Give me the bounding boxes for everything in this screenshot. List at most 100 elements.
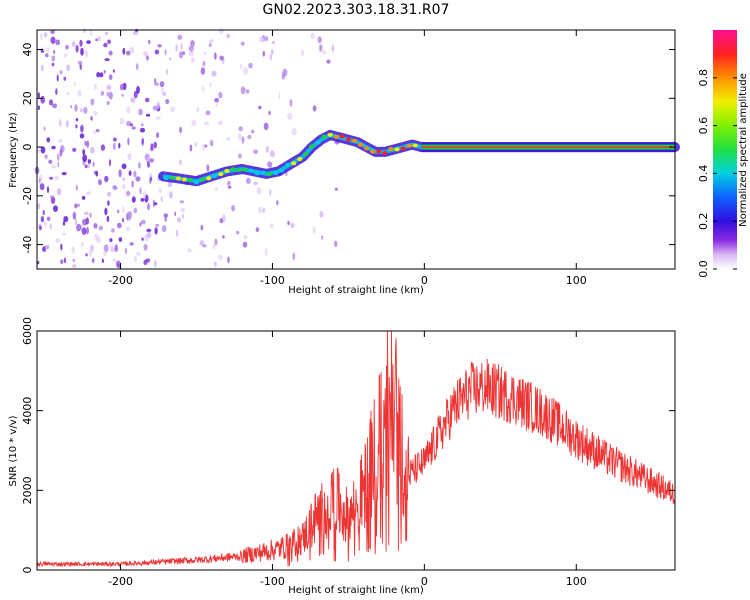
noise-speck [320, 44, 322, 52]
spectrogram-frame [36, 29, 676, 270]
noise-speck [212, 244, 216, 250]
noise-speck [46, 244, 50, 250]
colorbar-label: Normalized spectral amplitude [738, 73, 749, 227]
snr-x-label: Height of straight line (km) [288, 585, 424, 596]
noise-speck [111, 228, 115, 233]
noise-speck [289, 99, 293, 107]
noise-speck [290, 222, 295, 228]
noise-speck [126, 120, 132, 127]
ridge-blob [193, 180, 200, 185]
noise-speck [162, 91, 167, 97]
noise-speck [106, 191, 112, 197]
noise-speck [129, 46, 135, 54]
noise-speck [59, 119, 62, 127]
noise-speck [94, 233, 98, 241]
noise-speck [179, 159, 182, 165]
noise-speck [264, 248, 268, 257]
ridge-blob [175, 176, 181, 181]
noise-speck [180, 207, 186, 213]
ridge-blob [272, 171, 279, 176]
y-tick-label: 40 [21, 43, 34, 57]
noise-speck [248, 62, 253, 69]
noise-speck [125, 226, 131, 232]
figure-title: GN02.2023.303.18.31.R07 [263, 2, 450, 18]
ridge-blob [376, 149, 382, 154]
noise-speck [51, 55, 56, 62]
noise-speck [174, 211, 177, 216]
noise-speck [147, 161, 150, 168]
noise-speck [164, 49, 167, 56]
noise-speck [262, 50, 266, 57]
noise-speck [43, 32, 48, 38]
noise-speck [256, 187, 262, 195]
ridge-blob [181, 177, 187, 182]
noise-speck [88, 248, 93, 257]
noise-speck [168, 57, 172, 61]
noise-speck [215, 103, 218, 107]
noise-speck [81, 195, 86, 200]
noise-speck [131, 196, 136, 203]
noise-speck [93, 83, 98, 90]
noise-speck [238, 126, 243, 132]
x-tick-label: 100 [566, 274, 587, 287]
noise-speck [202, 85, 205, 93]
noise-speck [93, 110, 98, 116]
noise-speck [218, 120, 223, 126]
noise-speck [72, 264, 77, 268]
noise-speck [118, 142, 121, 149]
noise-speck [203, 121, 209, 126]
noise-speck [176, 217, 182, 223]
noise-speck [104, 175, 109, 183]
ridge-blob [333, 134, 339, 139]
noise-speck [245, 89, 250, 94]
y-tick-label: 0 [21, 144, 34, 151]
noise-speck [51, 145, 56, 150]
noise-speck [122, 177, 126, 182]
snr-marks [36, 330, 676, 568]
noise-speck [107, 39, 111, 45]
noise-speck [124, 247, 128, 255]
noise-speck [40, 216, 45, 223]
noise-speck [49, 195, 54, 199]
noise-speck [83, 106, 88, 114]
noise-speck [147, 202, 150, 211]
noise-speck [112, 258, 117, 263]
noise-speck [191, 120, 197, 126]
noise-speck [154, 202, 158, 206]
noise-speck [196, 107, 200, 112]
noise-speck [118, 169, 122, 178]
noise-speck [333, 240, 338, 248]
y-tick-label: 6000 [21, 317, 34, 345]
noise-speck [214, 98, 220, 103]
noise-speck [139, 222, 142, 227]
noise-speck [269, 54, 272, 61]
noise-speck [57, 161, 60, 168]
noise-speck [117, 209, 120, 214]
noise-speck [104, 207, 108, 216]
ridge-blob [279, 168, 285, 173]
noise-speck [98, 225, 103, 231]
noise-speck [121, 163, 127, 170]
noise-speck [149, 158, 154, 163]
noise-speck [71, 246, 75, 254]
ridge-blob [345, 137, 351, 142]
x-tick-label: -200 [108, 274, 133, 287]
noise-speck [243, 235, 248, 240]
noise-speck [126, 106, 131, 114]
noise-speck [86, 40, 91, 44]
noise-speck [104, 58, 110, 62]
noise-speck [76, 223, 82, 232]
noise-speck [321, 235, 324, 240]
noise-speck [143, 243, 148, 251]
noise-speck [205, 110, 211, 116]
noise-speck [203, 51, 207, 56]
noise-speck [95, 129, 100, 133]
noise-speck [269, 150, 275, 158]
noise-speck [250, 129, 255, 134]
noise-speck [145, 156, 151, 163]
noise-speck [65, 119, 69, 128]
noise-speck [270, 49, 274, 55]
noise-speck [141, 237, 144, 241]
noise-speck [63, 76, 67, 81]
noise-speck [112, 69, 115, 73]
